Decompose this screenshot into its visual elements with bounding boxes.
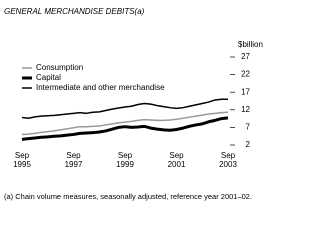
x-tick-label: Sep 1995 bbox=[13, 151, 31, 169]
y-tick-label: 27 bbox=[241, 52, 250, 61]
y-tick-label: 17 bbox=[241, 87, 250, 96]
legend-label: Capital bbox=[36, 73, 61, 82]
legend-label: Intermediate and other merchandise bbox=[36, 83, 165, 92]
y-axis-label: $billion bbox=[238, 40, 263, 49]
y-tick-label: 22 bbox=[241, 70, 250, 79]
y-tick-label: 12 bbox=[241, 105, 250, 114]
page: {"chart_data": {"type": "line", "title":… bbox=[4, 7, 263, 201]
y-tick-label: 7 bbox=[246, 123, 251, 132]
chart-title: GENERAL MERCHANDISE DEBITS(a) bbox=[4, 7, 145, 16]
x-tick-label: Sep 1997 bbox=[64, 151, 83, 169]
series-line bbox=[21, 116, 229, 141]
x-tick-label: Sep 2001 bbox=[167, 151, 186, 169]
footnote: (a) Chain volume measures, seasonally ad… bbox=[4, 192, 252, 201]
series-line bbox=[21, 98, 228, 119]
x-tick-label: Sep 2003 bbox=[219, 151, 237, 169]
legend-label: Consumption bbox=[36, 63, 83, 72]
chart: GENERAL MERCHANDISE DEBITS(a) $billion (… bbox=[4, 7, 263, 201]
series-line bbox=[21, 111, 229, 136]
x-tick-label: Sep 1999 bbox=[116, 151, 134, 169]
y-tick-label: 2 bbox=[246, 140, 251, 149]
